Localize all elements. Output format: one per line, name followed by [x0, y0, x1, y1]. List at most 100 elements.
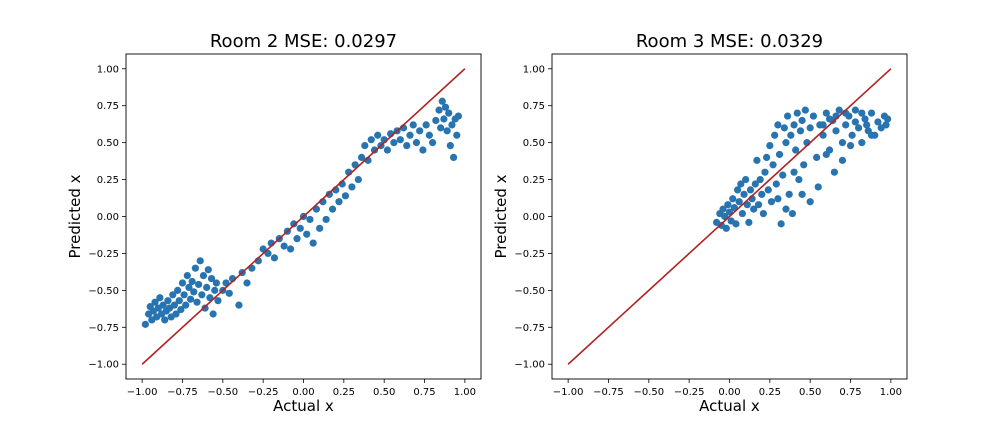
x-tick-label: 0.50 [373, 387, 395, 398]
data-point [182, 301, 190, 309]
data-point [441, 103, 450, 111]
data-point [328, 205, 337, 213]
chart-title: Room 2 MSE: 0.0297 [210, 31, 397, 52]
data-point [370, 146, 379, 154]
data-point [769, 161, 777, 169]
data-point [156, 294, 164, 302]
data-point [846, 141, 855, 150]
data-point [403, 141, 411, 150]
data-point [787, 131, 795, 139]
data-point [814, 183, 822, 191]
data-point [204, 266, 212, 274]
y-axis-label: Predicted x [66, 174, 84, 258]
data-point [825, 115, 834, 123]
data-point [763, 153, 771, 162]
data-point [795, 175, 803, 184]
y-tick-label: 0.50 [523, 138, 545, 149]
data-point [788, 209, 797, 218]
y-axis-label: Predicted x [492, 174, 510, 258]
data-point [822, 150, 830, 159]
x-tick-label: −0.50 [633, 387, 664, 398]
data-point [813, 153, 821, 162]
data-point [719, 205, 727, 213]
data-point [190, 288, 198, 296]
data-point [159, 301, 167, 309]
data-point [756, 175, 764, 184]
data-point [141, 320, 149, 328]
data-point [280, 242, 288, 250]
data-point [412, 139, 421, 147]
data-point [209, 310, 217, 318]
x-tick-label: −0.75 [593, 387, 624, 398]
data-point [177, 305, 185, 314]
data-point [733, 186, 742, 194]
data-point [174, 286, 182, 294]
data-point [783, 112, 792, 120]
data-point [790, 121, 798, 129]
y-tick-label: −0.25 [514, 249, 545, 260]
data-point [316, 224, 324, 232]
data-point [185, 283, 193, 292]
data-point [750, 205, 758, 213]
x-axis-label: Actual x [699, 397, 760, 415]
data-point [842, 121, 850, 129]
data-point [195, 280, 203, 289]
data-point [309, 239, 317, 247]
x-tick-label: 0.75 [413, 387, 435, 398]
y-tick-label: 0.25 [523, 175, 545, 186]
data-point [453, 131, 461, 139]
x-axis-label: Actual x [273, 397, 334, 415]
data-point [798, 116, 806, 125]
data-point [175, 297, 183, 305]
data-point [848, 131, 856, 139]
data-point [341, 192, 350, 200]
data-point [186, 295, 195, 303]
data-point [782, 205, 790, 213]
data-point [801, 106, 809, 114]
y-tick-label: 0.50 [97, 138, 119, 149]
x-tick-label: 1.00 [454, 387, 476, 398]
data-point [884, 115, 892, 123]
data-point [722, 224, 730, 232]
y-tick-label: 0.25 [97, 175, 119, 186]
x-tick-label: 1.00 [880, 387, 902, 398]
data-point [798, 190, 806, 198]
data-point [286, 245, 295, 253]
x-tick-label: 0.25 [759, 387, 781, 398]
data-point [774, 195, 782, 203]
data-point [296, 224, 304, 232]
data-point [303, 230, 311, 238]
scatter-panel-room-2: Room 2 MSE: 0.0297 Actual x Predicted x … [66, 31, 482, 415]
data-point [830, 168, 838, 176]
y-tick-label: −0.50 [88, 286, 119, 297]
data-point [325, 190, 333, 198]
data-point [419, 146, 427, 154]
data-point [199, 271, 208, 280]
data-point [782, 139, 790, 147]
y-tick-label: −0.75 [88, 323, 119, 334]
x-tick-label: −0.75 [167, 387, 198, 398]
y-tick-label: −0.50 [514, 286, 545, 297]
data-point [764, 186, 772, 194]
data-point [440, 115, 448, 123]
data-point [178, 279, 187, 287]
x-tick-label: −0.50 [207, 387, 238, 398]
data-point [775, 150, 784, 159]
data-point [335, 198, 343, 206]
data-point [188, 277, 196, 286]
x-tick-label: −0.25 [248, 387, 279, 398]
data-point [863, 121, 871, 129]
data-point [809, 112, 818, 120]
x-tick-label: 0.75 [839, 387, 861, 398]
data-point [290, 220, 298, 228]
data-point [867, 131, 876, 139]
data-point [735, 198, 743, 206]
data-point [740, 190, 748, 198]
y-tick-label: 1.00 [523, 64, 545, 75]
chart-title: Room 3 MSE: 0.0329 [636, 31, 823, 52]
data-point [792, 146, 800, 154]
data-point [732, 220, 740, 228]
scatter-points [712, 106, 892, 232]
data-point [428, 139, 437, 147]
data-point [225, 289, 233, 297]
